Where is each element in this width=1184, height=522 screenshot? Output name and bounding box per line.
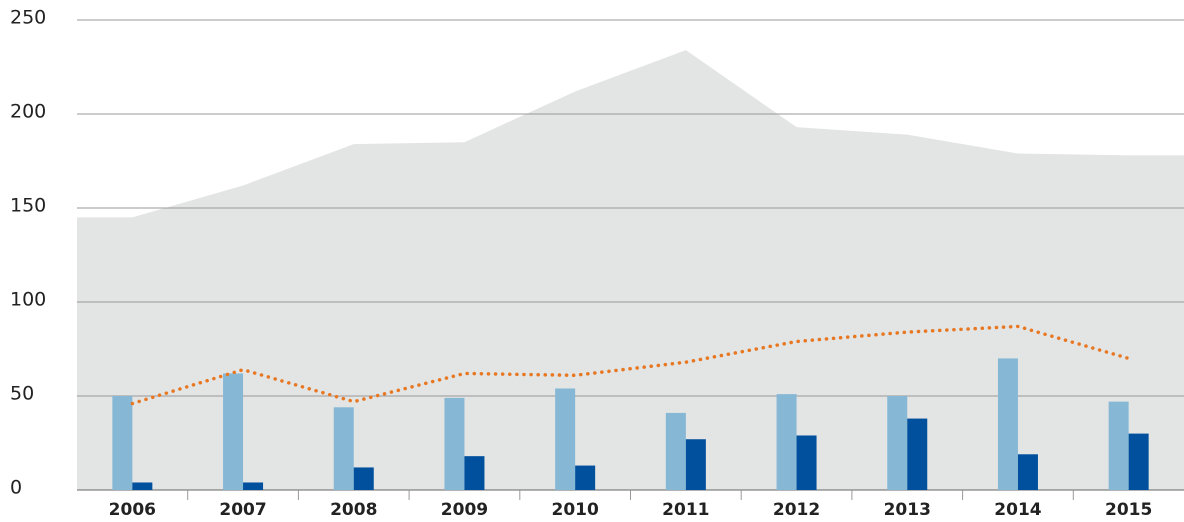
bar [353,467,374,490]
bar [575,465,596,490]
y-tick-label: 200 [10,101,46,123]
line [130,324,1131,406]
x-tick-label: 2006 [109,500,156,520]
bar [685,439,706,490]
bar [796,435,817,490]
bar [132,482,153,490]
bar [333,407,354,490]
x-tick-label: 2014 [994,500,1041,520]
y-tick-label: 50 [10,383,34,405]
bar [776,394,797,490]
x-tick-label: 2007 [219,500,266,520]
bar [887,396,908,490]
x-tick-label: 2012 [773,500,820,520]
y-tick-label: 150 [10,195,46,217]
y-tick-label: 0 [10,477,22,499]
bar [444,397,465,490]
x-tick-label: 2013 [884,500,931,520]
bar [1108,401,1129,490]
x-tick-label: 2011 [662,500,709,520]
bar [665,412,686,490]
bar [907,418,928,490]
bar [555,388,576,490]
area [77,50,1184,490]
x-tick-label: 2008 [330,500,377,520]
bar [464,456,485,490]
bar [997,358,1018,490]
x-tick-label: 2015 [1105,500,1152,520]
y-tick-label: 100 [10,289,46,311]
x-tick-label: 2010 [551,500,598,520]
bar [243,482,264,490]
bar [112,396,133,490]
bar [223,373,244,490]
x-tick-label: 2009 [441,500,488,520]
bar [1017,454,1038,490]
y-tick-label: 250 [10,7,46,29]
bar [1128,433,1149,490]
